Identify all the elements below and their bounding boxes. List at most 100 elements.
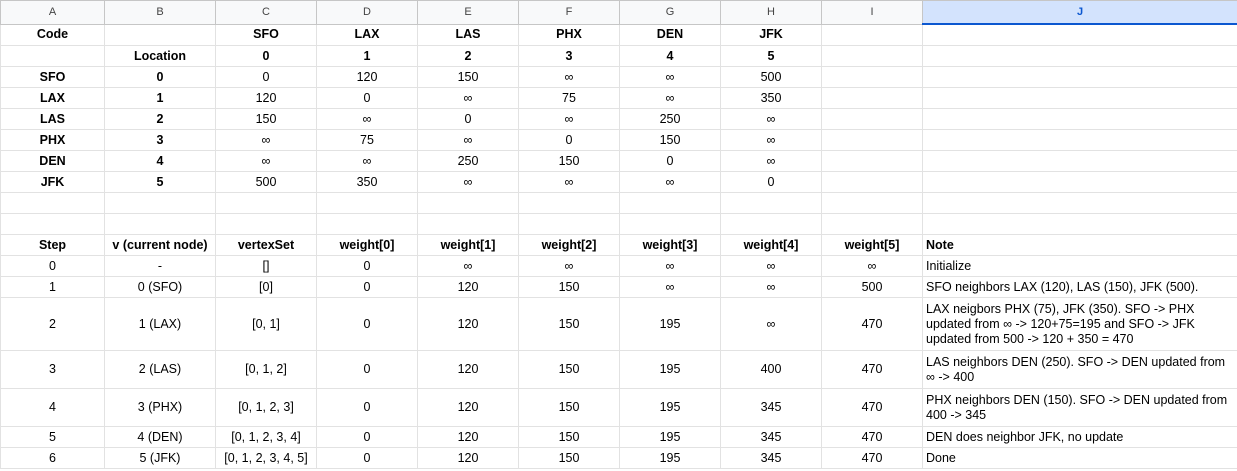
- cell-step[interactable]: 5 (JFK): [104, 447, 216, 469]
- cell-distance[interactable]: 0: [619, 150, 721, 172]
- cell-step[interactable]: 120: [417, 350, 519, 389]
- cell-airport-header[interactable]: DEN: [619, 23, 721, 46]
- cell[interactable]: [518, 213, 620, 235]
- cell-note[interactable]: LAX neigbors PHX (75), JFK (350). SFO ->…: [922, 297, 1237, 351]
- cell-step[interactable]: ∞: [619, 276, 721, 298]
- cell-code-label[interactable]: Code: [0, 23, 105, 46]
- cell-step[interactable]: 3: [0, 350, 105, 389]
- cell[interactable]: [922, 192, 1237, 214]
- cell-distance[interactable]: 150: [215, 108, 317, 130]
- cell[interactable]: [104, 213, 216, 235]
- cell-step[interactable]: ∞: [417, 255, 519, 277]
- cell-row-code[interactable]: LAS: [0, 108, 105, 130]
- cell-step[interactable]: 2: [0, 297, 105, 351]
- cell-distance[interactable]: 150: [417, 66, 519, 88]
- cell-step[interactable]: 120: [417, 388, 519, 427]
- cell-step-header[interactable]: weight[1]: [417, 234, 519, 256]
- cell-step[interactable]: 150: [518, 447, 620, 469]
- cell-step[interactable]: 500: [821, 276, 923, 298]
- cell-step[interactable]: [0, 1, 2, 3, 4, 5]: [215, 447, 317, 469]
- cell-location-label[interactable]: Location: [104, 45, 216, 67]
- cell[interactable]: [518, 192, 620, 214]
- cell-row-code[interactable]: PHX: [0, 129, 105, 151]
- cell-step[interactable]: 0: [316, 426, 418, 448]
- cell-step[interactable]: ∞: [821, 255, 923, 277]
- cell-step[interactable]: 195: [619, 297, 721, 351]
- cell-airport-header[interactable]: PHX: [518, 23, 620, 46]
- cell[interactable]: [619, 192, 721, 214]
- cell-distance[interactable]: 75: [316, 129, 418, 151]
- column-header-f[interactable]: F: [518, 0, 620, 25]
- cell[interactable]: [0, 45, 105, 67]
- cell-step-header[interactable]: weight[5]: [821, 234, 923, 256]
- cell-step[interactable]: ∞: [518, 255, 620, 277]
- cell-step-header[interactable]: vertexSet: [215, 234, 317, 256]
- cell[interactable]: [0, 213, 105, 235]
- cell-location-index[interactable]: 0: [215, 45, 317, 67]
- cell[interactable]: [821, 129, 923, 151]
- cell-step[interactable]: 400: [720, 350, 822, 389]
- cell[interactable]: [720, 213, 822, 235]
- cell-step-header[interactable]: weight[0]: [316, 234, 418, 256]
- column-header-d[interactable]: D: [316, 0, 418, 25]
- cell[interactable]: [821, 66, 923, 88]
- cell-distance[interactable]: 250: [417, 150, 519, 172]
- cell[interactable]: [922, 45, 1237, 67]
- cell-step-header[interactable]: weight[3]: [619, 234, 721, 256]
- cell-step[interactable]: [0, 1]: [215, 297, 317, 351]
- cell[interactable]: [821, 171, 923, 193]
- cell-step[interactable]: 150: [518, 350, 620, 389]
- cell-step[interactable]: []: [215, 255, 317, 277]
- cell-note[interactable]: SFO neighbors LAX (120), LAS (150), JFK …: [922, 276, 1237, 298]
- cell[interactable]: [720, 192, 822, 214]
- cell-distance[interactable]: 500: [215, 171, 317, 193]
- cell[interactable]: [922, 87, 1237, 109]
- cell-distance[interactable]: 0: [215, 66, 317, 88]
- cell[interactable]: [922, 66, 1237, 88]
- cell-step-header[interactable]: v (current node): [104, 234, 216, 256]
- cell-step[interactable]: 150: [518, 276, 620, 298]
- cell-distance[interactable]: ∞: [619, 171, 721, 193]
- cell-distance[interactable]: 350: [316, 171, 418, 193]
- cell-step-header[interactable]: weight[2]: [518, 234, 620, 256]
- cell-location-index[interactable]: 3: [518, 45, 620, 67]
- cell-distance[interactable]: 0: [316, 87, 418, 109]
- cell-note[interactable]: Done: [922, 447, 1237, 469]
- cell-step[interactable]: 195: [619, 447, 721, 469]
- cell-step[interactable]: 1: [0, 276, 105, 298]
- cell-location-index[interactable]: 4: [619, 45, 721, 67]
- cell-distance[interactable]: 0: [518, 129, 620, 151]
- cell-distance[interactable]: ∞: [619, 66, 721, 88]
- cell-step[interactable]: 6: [0, 447, 105, 469]
- cell-distance[interactable]: 120: [215, 87, 317, 109]
- cell[interactable]: [922, 108, 1237, 130]
- cell-distance[interactable]: 500: [720, 66, 822, 88]
- cell[interactable]: [922, 129, 1237, 151]
- cell-distance[interactable]: ∞: [417, 129, 519, 151]
- cell-step[interactable]: ∞: [720, 255, 822, 277]
- cell-step[interactable]: [0, 1, 2]: [215, 350, 317, 389]
- cell-distance[interactable]: ∞: [518, 108, 620, 130]
- cell[interactable]: [821, 23, 923, 46]
- cell[interactable]: [316, 213, 418, 235]
- cell-step[interactable]: 470: [821, 426, 923, 448]
- cell[interactable]: [316, 192, 418, 214]
- column-header-j-selected[interactable]: J: [922, 0, 1237, 25]
- cell-airport-header[interactable]: LAX: [316, 23, 418, 46]
- cell[interactable]: [821, 213, 923, 235]
- cell[interactable]: [417, 192, 519, 214]
- cell-step[interactable]: 195: [619, 426, 721, 448]
- cell-location-index[interactable]: 2: [417, 45, 519, 67]
- cell-note[interactable]: LAS neighbors DEN (250). SFO -> DEN upda…: [922, 350, 1237, 389]
- column-header-a[interactable]: A: [0, 0, 105, 25]
- cell-distance[interactable]: ∞: [720, 108, 822, 130]
- cell-step[interactable]: 120: [417, 426, 519, 448]
- cell-step[interactable]: 120: [417, 447, 519, 469]
- cell-step[interactable]: 120: [417, 276, 519, 298]
- cell-step[interactable]: 150: [518, 388, 620, 427]
- cell[interactable]: [619, 213, 721, 235]
- cell-step[interactable]: ∞: [720, 297, 822, 351]
- cell-airport-header[interactable]: SFO: [215, 23, 317, 46]
- cell-distance[interactable]: ∞: [720, 129, 822, 151]
- cell-step[interactable]: 0: [316, 276, 418, 298]
